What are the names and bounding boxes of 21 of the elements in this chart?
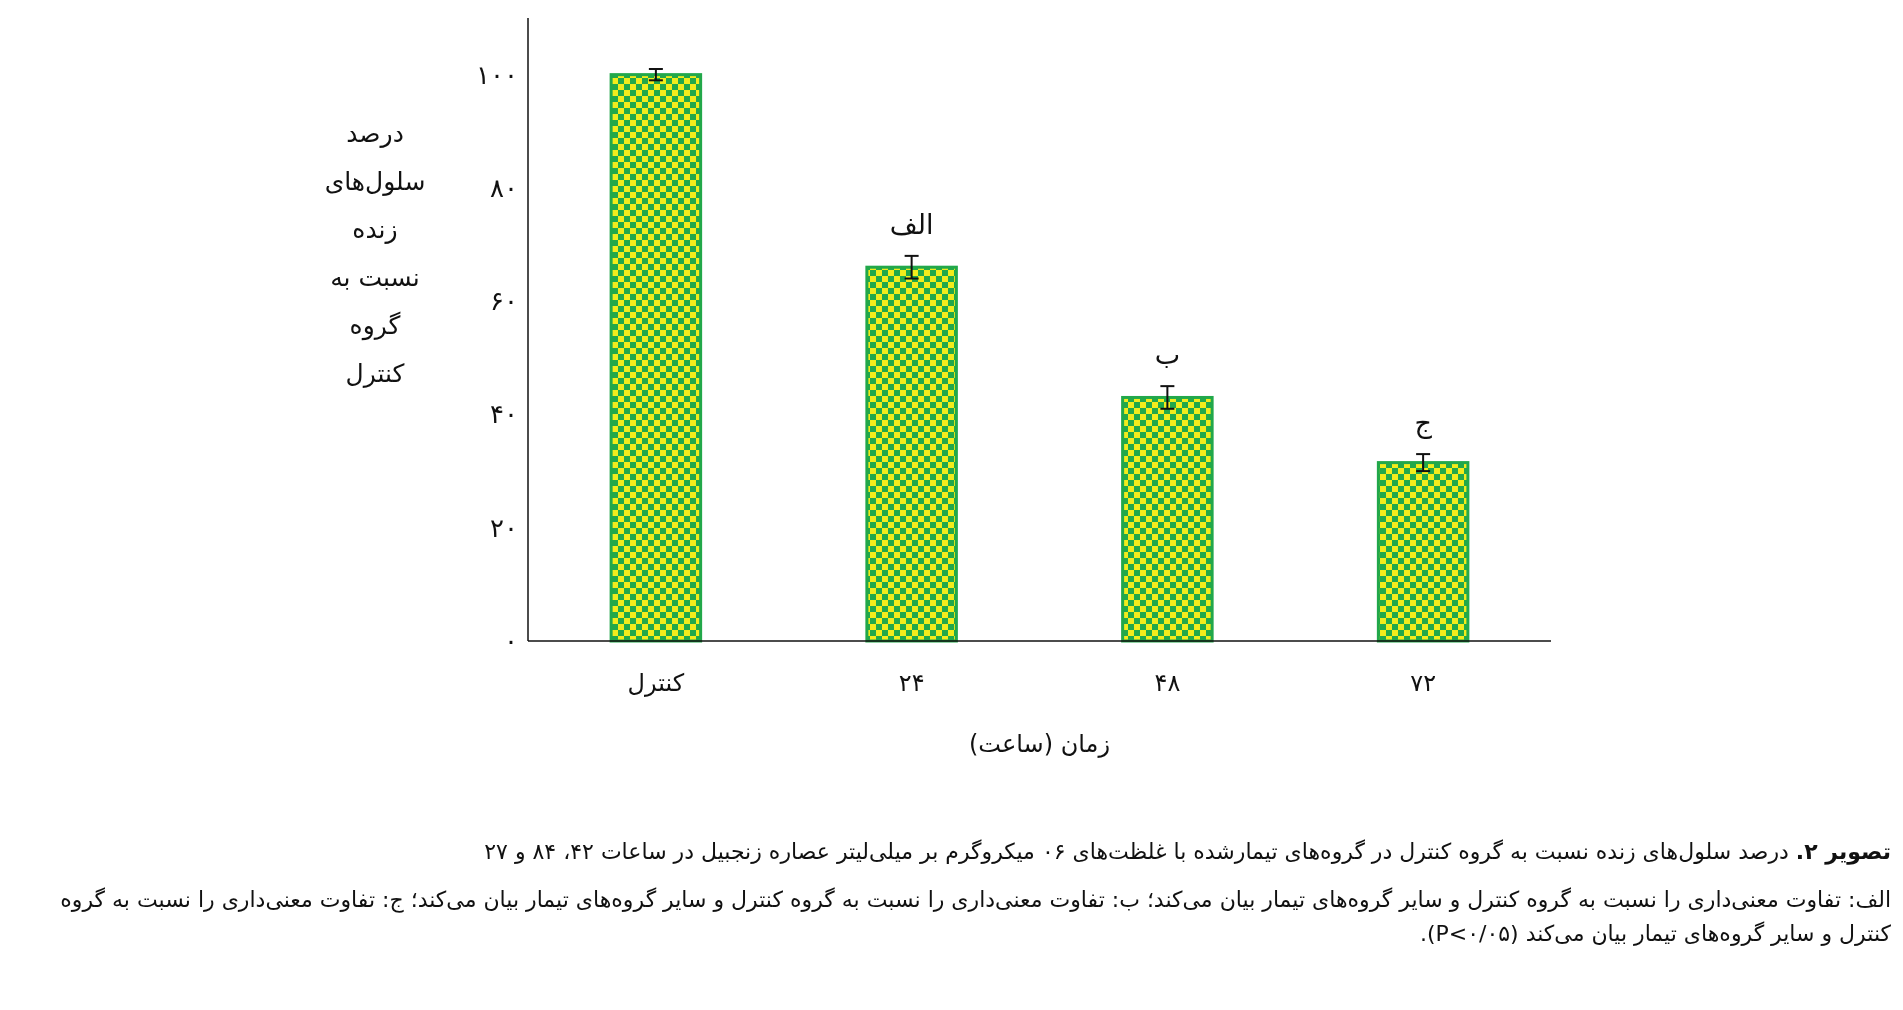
bar xyxy=(1121,395,1214,643)
bar xyxy=(609,73,703,643)
y-tick-label: ۴۰ xyxy=(490,399,518,430)
bar xyxy=(1376,461,1470,643)
x-axis-title: زمان (ساعت) xyxy=(968,730,1111,758)
y-axis-title: درصد سلول‌های زنده نسبت به گروه کنترل xyxy=(323,118,427,390)
x-tick-label: ۲۴ xyxy=(898,669,925,697)
text: تصویر ۲. درصد سلول‌های زنده نسبت به گروه کنترل در گروه‌های تیمارشده با غلظت‌های ۰۶ میکروگرم بر میلی‌لیتر عصاره زنجبیل در ساعات ۴۲، ۸۴ و ۲۷ xyxy=(483,838,1891,867)
annotation: ج xyxy=(1414,407,1433,440)
y-tick-label: ۰ xyxy=(504,626,518,656)
text: الف: تفاوت معنی‌داری را نسبت به گروه کنترل و سایر گروه‌های تیمار بیان می‌کند؛ ب: تفاوت معنی‌داری را نسبت به گروه کنترل و سایر گروه‌های تیمار بیان می‌کند؛ ج: تفاوت معنی‌داری را نسبت به گروه کنترل و سایر گروه‌های تیمار بیان می‌کند (P<۰/۰۵). xyxy=(59,886,1891,949)
y-tick-label: ۸۰ xyxy=(490,172,518,203)
y-tick-label: ۱۰۰ xyxy=(476,59,518,90)
x-tick-label: ۷۲ xyxy=(1410,669,1437,697)
annotation: الف xyxy=(889,208,934,240)
bar xyxy=(865,265,958,643)
x-tick-label: ۴۸ xyxy=(1154,669,1181,697)
annotation: ب xyxy=(1154,339,1181,371)
y-tick-label: ۲۰ xyxy=(490,512,518,543)
y-tick-label: ۶۰ xyxy=(490,286,518,317)
x-tick-label: کنترل xyxy=(627,669,685,697)
